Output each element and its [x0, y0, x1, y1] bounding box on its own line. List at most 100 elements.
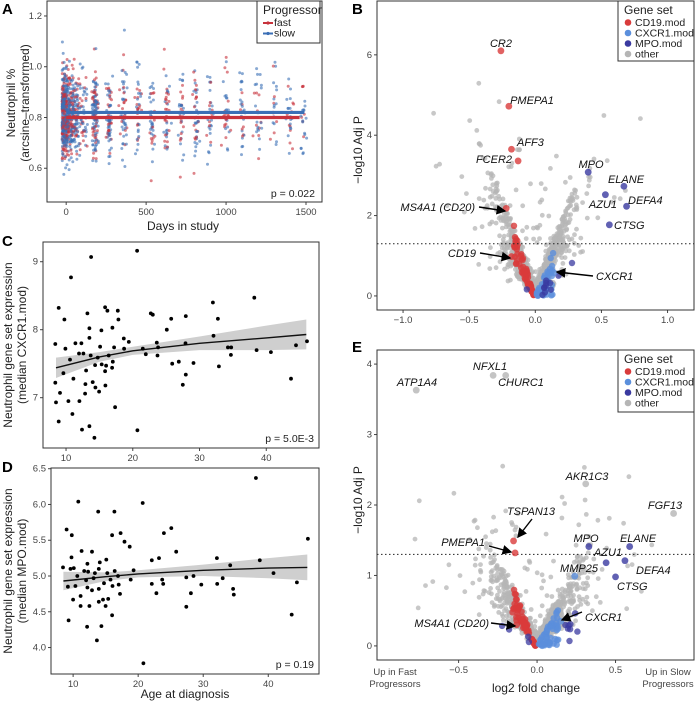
data-point	[273, 60, 277, 64]
gene-label: AKR1C3	[565, 471, 610, 483]
data-point-other	[495, 571, 500, 577]
data-point	[91, 106, 94, 110]
data-point	[251, 134, 255, 138]
data-point	[163, 144, 167, 148]
data-point	[125, 86, 129, 90]
data-point-other	[578, 235, 584, 241]
data-point	[108, 104, 111, 108]
data-point	[84, 96, 88, 100]
x-tick-label: 0.0	[530, 665, 543, 676]
data-point	[252, 91, 256, 95]
data-point	[66, 136, 70, 140]
data-point	[196, 119, 200, 123]
data-point-other	[487, 541, 493, 547]
data-point	[285, 97, 289, 101]
data-point-other	[495, 577, 501, 583]
data-point	[275, 120, 279, 124]
data-point-other	[472, 226, 478, 231]
data-point	[149, 100, 153, 104]
data-point-other	[568, 197, 574, 203]
data-point	[150, 141, 154, 145]
data-point	[87, 336, 92, 340]
data-point-other	[467, 118, 473, 123]
data-point-other	[543, 242, 549, 248]
data-point	[156, 345, 161, 350]
data-point	[176, 133, 180, 137]
x-tick-label: 500	[138, 207, 154, 218]
data-point	[88, 353, 93, 358]
x-tick-label: 1500	[295, 207, 316, 218]
data-point	[82, 128, 86, 132]
x-tick-label: 0	[64, 207, 69, 218]
data-point	[65, 149, 69, 153]
data-point	[63, 92, 67, 96]
data-point-other	[541, 261, 547, 267]
data-point	[92, 151, 96, 155]
y-tick-label: 7	[33, 393, 38, 404]
legend-swatch	[624, 368, 632, 375]
data-point-other	[563, 179, 568, 185]
data-point-other	[586, 534, 592, 539]
data-point-other	[566, 575, 572, 581]
data-point	[108, 148, 112, 152]
data-point	[103, 383, 108, 388]
data-point-other	[595, 215, 601, 221]
data-point	[65, 139, 69, 143]
data-point	[208, 107, 212, 111]
data-point-other	[509, 160, 515, 166]
data-point	[149, 132, 153, 136]
data-point	[107, 162, 111, 166]
data-point	[148, 96, 151, 99]
data-point-other	[423, 583, 428, 588]
data-point	[224, 127, 228, 131]
data-point-other	[626, 474, 632, 480]
data-point	[255, 91, 259, 95]
data-point	[110, 584, 115, 588]
data-point-other	[492, 557, 497, 562]
data-point	[239, 108, 242, 112]
gene-label: AFF3	[516, 137, 545, 149]
data-point	[165, 107, 169, 111]
data-point	[69, 148, 73, 152]
data-point-cxcr1	[553, 637, 560, 644]
data-point	[151, 136, 155, 140]
data-point	[94, 138, 98, 142]
data-point	[75, 152, 79, 156]
data-point	[107, 155, 111, 159]
data-point	[73, 122, 77, 126]
data-point	[240, 104, 244, 108]
data-point-other	[583, 599, 589, 605]
data-point-other	[472, 517, 478, 523]
data-point	[122, 28, 126, 32]
data-point	[93, 85, 97, 89]
data-point	[258, 147, 262, 151]
data-point	[137, 106, 141, 110]
y-tick-label: 8	[33, 325, 38, 336]
data-point	[149, 558, 154, 563]
data-point	[91, 122, 95, 126]
data-point	[199, 582, 204, 587]
data-point-other	[582, 497, 588, 503]
data-point	[77, 77, 81, 81]
data-point-other	[493, 265, 499, 271]
data-point-mpo	[523, 286, 530, 293]
data-point	[299, 114, 303, 118]
data-point	[72, 108, 75, 112]
legend-title: Gene set	[624, 3, 673, 17]
legend-swatch	[624, 389, 632, 396]
data-point-other	[531, 236, 536, 242]
data-point	[209, 143, 213, 147]
data-point-other	[490, 173, 496, 179]
y-tick-label: 1	[367, 570, 372, 581]
data-point	[193, 78, 197, 82]
data-point	[71, 76, 75, 80]
data-point-other	[566, 248, 572, 254]
data-point	[162, 67, 166, 71]
data-point-mpo	[505, 626, 513, 633]
data-point	[189, 591, 193, 596]
data-point	[86, 569, 90, 574]
data-point-other	[500, 237, 506, 243]
data-point	[61, 86, 65, 90]
data-point-other	[481, 197, 487, 203]
data-point	[104, 557, 109, 562]
